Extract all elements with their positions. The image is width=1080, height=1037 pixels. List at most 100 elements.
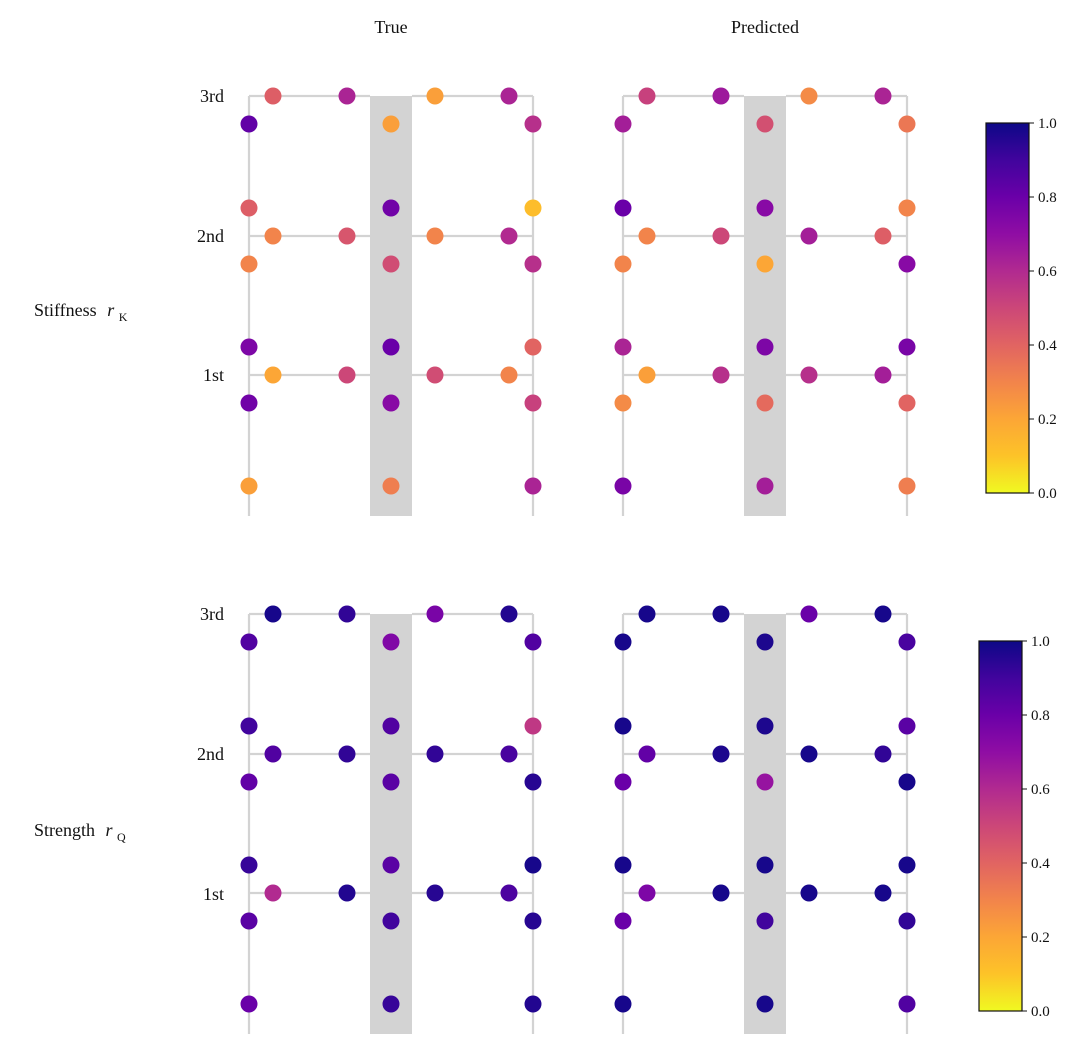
node-3F-col-L <box>240 633 258 651</box>
colorbar-gradient <box>978 640 1023 1012</box>
node-3F-beam-R2 <box>500 605 518 623</box>
node-3F-col-C <box>382 633 400 651</box>
node-2F-beam-R1 <box>800 227 818 245</box>
node-1F-col-R-bot <box>898 912 916 930</box>
node-2F-col-L-top <box>240 199 258 217</box>
node-3F-beam-L1 <box>638 605 656 623</box>
node-1F-col-C-top <box>382 338 400 356</box>
center-column-band <box>744 614 786 1034</box>
node-2F-beam-R2 <box>500 745 518 763</box>
node-3F-col-L <box>240 115 258 133</box>
colorbar-tick-label: 0.6 <box>1031 782 1050 798</box>
colorbar-tick-label: 0.2 <box>1031 930 1050 946</box>
floor-label-3rd-top: 3rd <box>200 86 224 106</box>
colorbar-tick-label: 1.0 <box>1031 634 1050 650</box>
row-label-stiffness: Stiffness r K <box>34 300 128 324</box>
node-base-R <box>524 477 542 495</box>
node-3F-col-L <box>614 115 632 133</box>
node-1F-beam-L2 <box>338 884 356 902</box>
panel-stiffness-predicted <box>614 87 916 516</box>
node-1F-col-L-top <box>614 338 632 356</box>
node-1F-col-R-bot <box>898 394 916 412</box>
node-2F-col-L-top <box>240 717 258 735</box>
center-column-band <box>370 614 412 1034</box>
colorbar-stiffness: 0.0 0.2 0.4 0.6 0.8 1.0 <box>985 116 1057 502</box>
node-3F-col-R <box>898 115 916 133</box>
node-base-L <box>240 995 258 1013</box>
node-1F-col-L-bot <box>614 394 632 412</box>
node-2F-beam-R1 <box>426 227 444 245</box>
colorbar-tick-label: 0.4 <box>1038 338 1057 354</box>
center-column-band <box>370 96 412 516</box>
node-2F-col-R-bot <box>524 255 542 273</box>
node-2F-beam-L2 <box>712 227 730 245</box>
node-3F-beam-L1 <box>264 87 282 105</box>
node-1F-col-C-bot <box>756 912 774 930</box>
node-1F-col-R-bot <box>524 912 542 930</box>
floor-label-1st-bottom: 1st <box>203 884 224 904</box>
node-base-L <box>614 995 632 1013</box>
node-1F-col-L-bot <box>240 394 258 412</box>
colorbar-tick-label: 0.8 <box>1038 190 1057 206</box>
node-2F-col-R-bot <box>898 773 916 791</box>
node-2F-col-L-bot <box>240 255 258 273</box>
node-2F-col-R-bot <box>524 773 542 791</box>
node-2F-beam-R2 <box>500 227 518 245</box>
row-label-strength: Strength r Q <box>34 820 126 844</box>
node-3F-beam-L1 <box>264 605 282 623</box>
colorbar-gradient <box>985 122 1030 494</box>
node-1F-col-R-top <box>898 338 916 356</box>
node-3F-col-R <box>524 633 542 651</box>
node-1F-beam-R1 <box>800 884 818 902</box>
node-3F-beam-R2 <box>500 87 518 105</box>
node-2F-beam-L1 <box>638 227 656 245</box>
panel-strength-true <box>240 605 542 1034</box>
node-2F-beam-R1 <box>426 745 444 763</box>
node-2F-col-L-bot <box>240 773 258 791</box>
node-1F-col-C-top <box>756 338 774 356</box>
node-3F-beam-L2 <box>338 605 356 623</box>
node-base-C <box>756 477 774 495</box>
node-2F-beam-R1 <box>800 745 818 763</box>
node-2F-beam-L2 <box>712 745 730 763</box>
node-1F-col-L-top <box>240 338 258 356</box>
floor-label-3rd-bottom: 3rd <box>200 604 224 624</box>
node-2F-col-R-bot <box>898 255 916 273</box>
node-1F-col-C-top <box>756 856 774 874</box>
node-1F-beam-L2 <box>712 884 730 902</box>
node-base-C <box>756 995 774 1013</box>
node-base-C <box>382 477 400 495</box>
node-1F-col-C-top <box>382 856 400 874</box>
node-2F-beam-R2 <box>874 227 892 245</box>
node-1F-col-R-top <box>524 338 542 356</box>
colorbar-tick-label: 0.2 <box>1038 412 1057 428</box>
node-1F-beam-L1 <box>264 884 282 902</box>
node-2F-col-C-bot <box>382 255 400 273</box>
colorbar-tick-label: 0.6 <box>1038 264 1057 280</box>
node-1F-beam-R1 <box>426 366 444 384</box>
node-2F-col-L-top <box>614 717 632 735</box>
node-2F-beam-L2 <box>338 227 356 245</box>
node-3F-beam-R2 <box>874 87 892 105</box>
node-base-L <box>614 477 632 495</box>
column-title-predicted: Predicted <box>731 17 799 37</box>
node-1F-beam-R2 <box>874 366 892 384</box>
node-2F-col-R-top <box>524 199 542 217</box>
node-base-R <box>898 477 916 495</box>
node-1F-col-C-bot <box>382 394 400 412</box>
node-1F-col-R-bot <box>524 394 542 412</box>
node-1F-beam-R1 <box>800 366 818 384</box>
node-3F-beam-L2 <box>712 605 730 623</box>
node-2F-beam-L2 <box>338 745 356 763</box>
node-3F-col-C <box>756 633 774 651</box>
row-label-stiffness-subscript: K <box>119 310 128 324</box>
node-2F-col-C-bot <box>756 255 774 273</box>
floor-label-2nd-top: 2nd <box>197 226 224 246</box>
node-2F-col-C-top <box>756 717 774 735</box>
node-3F-beam-R2 <box>874 605 892 623</box>
node-1F-beam-L1 <box>638 884 656 902</box>
node-3F-beam-L1 <box>638 87 656 105</box>
node-2F-beam-L1 <box>638 745 656 763</box>
row-label-strength-subscript: Q <box>117 830 126 844</box>
node-3F-col-R <box>898 633 916 651</box>
